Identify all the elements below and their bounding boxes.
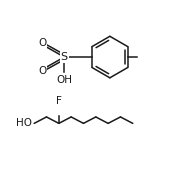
Text: OH: OH [56, 75, 72, 85]
Text: S: S [61, 52, 68, 62]
Text: O: O [38, 66, 46, 76]
Text: F: F [56, 96, 62, 106]
Text: HO: HO [16, 118, 32, 128]
Text: O: O [38, 38, 46, 48]
